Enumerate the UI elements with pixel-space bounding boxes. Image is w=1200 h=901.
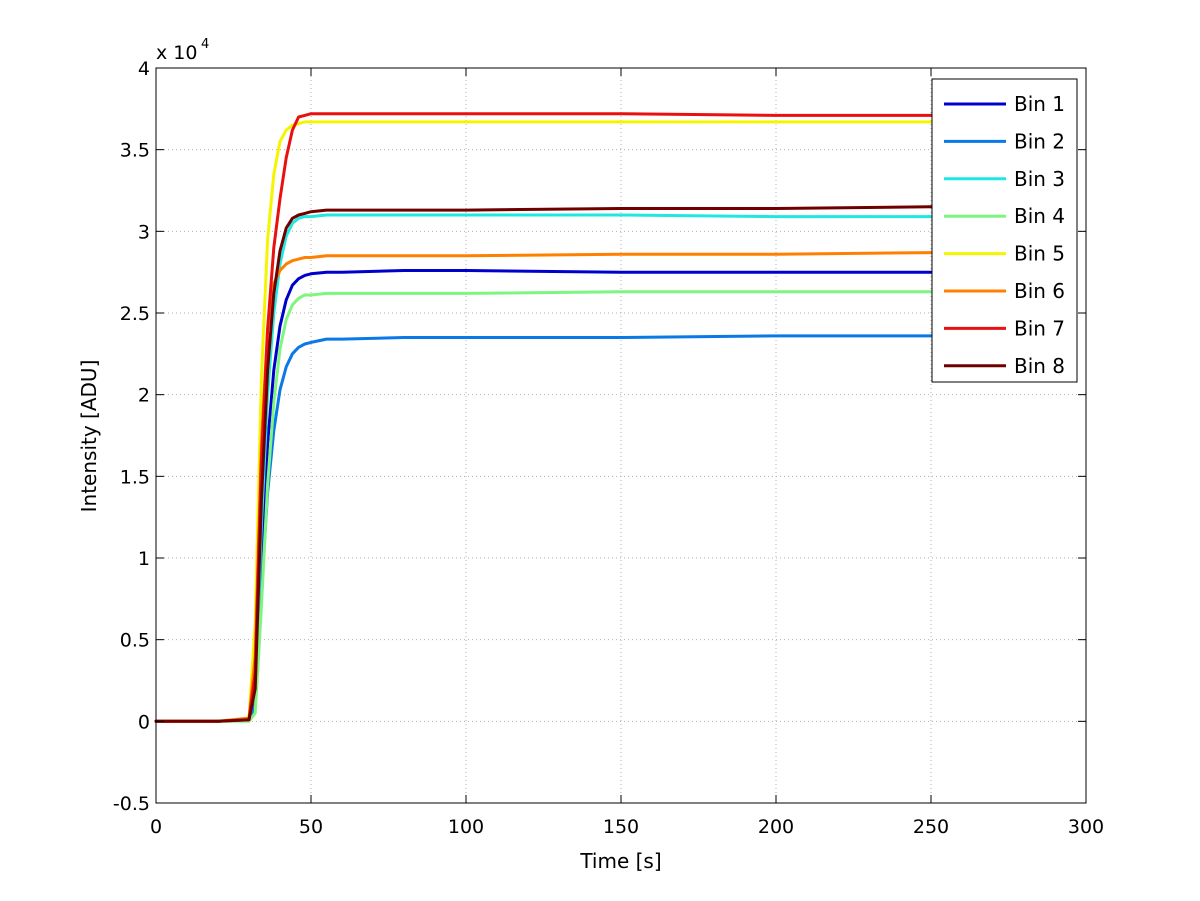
x-tick-label: 0: [150, 816, 162, 838]
y-tick-label: 1.5: [120, 466, 150, 488]
x-tick-label: 200: [758, 816, 794, 838]
legend: Bin 1 Bin 2 Bin 3 Bin 4 Bin 5 Bin 6 Bin 7 Bin 8: [931, 78, 1078, 383]
x-tick-label: 50: [299, 816, 323, 838]
series-line-bin-7: [154, 112, 995, 723]
legend-label: Bin 7: [1014, 316, 1065, 340]
y-tick-label: -0.5: [113, 793, 150, 815]
legend-items: Bin 1 Bin 2 Bin 3 Bin 4 Bin 5 Bin 6 Bin 7 Bin 8: [944, 92, 1065, 378]
y-tick-label: 0.5: [120, 630, 150, 652]
x-tick-label: 150: [603, 816, 639, 838]
series-line-bin-2: [154, 334, 995, 723]
x-tick-label: 300: [1068, 816, 1104, 838]
y-tick-label: 1: [138, 548, 150, 570]
legend-label: Bin 8: [1014, 354, 1065, 378]
series-line-bin-8: [154, 205, 995, 723]
series-line-bin-4: [154, 288, 995, 723]
axis-ticks: 0 50 100 150 200 250 300-0.500.511.522.533.54: [113, 58, 1104, 838]
y-exponent-label: x 10: [156, 42, 197, 64]
y-tick-label: 4: [138, 58, 150, 80]
legend-label: Bin 4: [1014, 204, 1065, 228]
x-tick-label: 100: [448, 816, 484, 838]
legend-label: Bin 1: [1014, 92, 1065, 116]
y-tick-label: 3: [138, 221, 150, 243]
y-tick-label: 2.5: [120, 303, 150, 325]
y-tick-label: 2: [138, 385, 150, 407]
x-tick-label: 250: [913, 816, 949, 838]
legend-box: [931, 78, 1078, 383]
legend-label: Bin 6: [1014, 279, 1065, 303]
grid: [156, 68, 1086, 803]
legend-label: Bin 5: [1014, 242, 1065, 266]
legend-label: Bin 2: [1014, 129, 1065, 153]
series-lines: [154, 112, 995, 723]
y-tick-label: 0: [138, 711, 150, 733]
y-axis-title: Intensity [ADU]: [77, 360, 101, 513]
y-tick-label: 3.5: [120, 140, 150, 162]
y-exponent-power: 4: [201, 37, 209, 52]
legend-label: Bin 3: [1014, 167, 1065, 191]
x-axis-title: Time [s]: [579, 849, 661, 873]
